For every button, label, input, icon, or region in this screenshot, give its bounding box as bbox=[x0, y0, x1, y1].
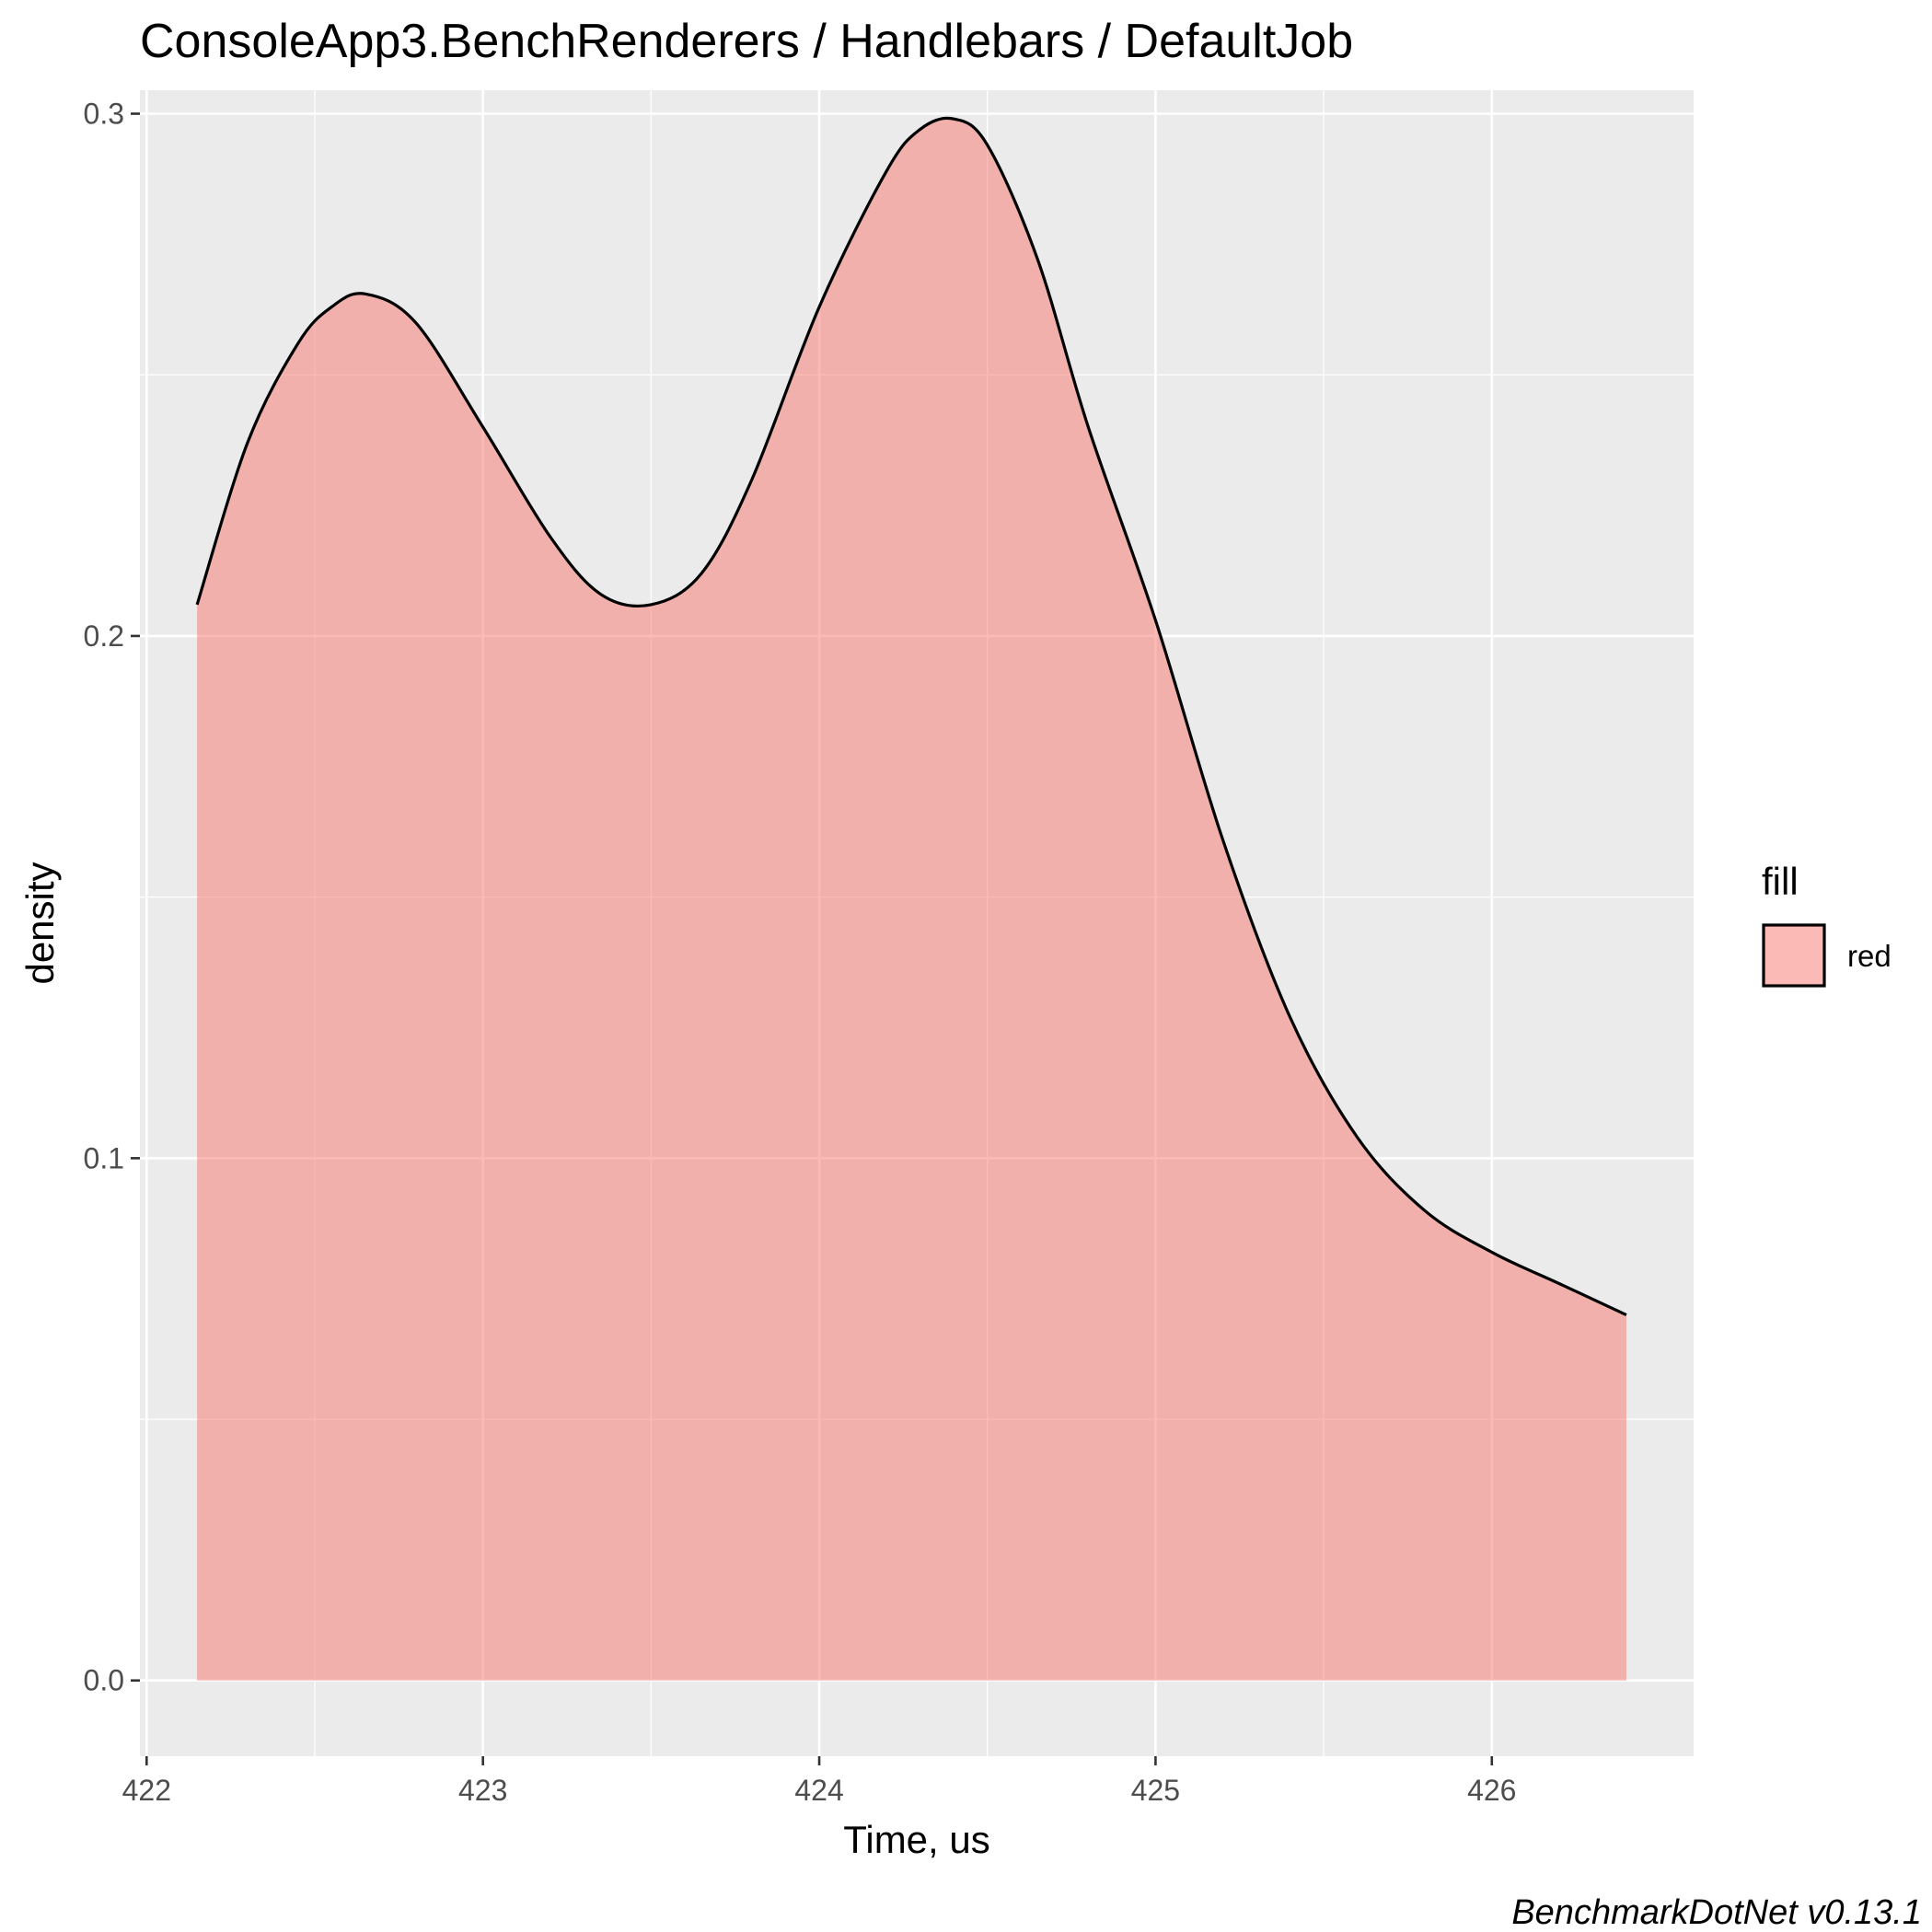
x-tick-label: 422 bbox=[122, 1774, 171, 1807]
chart-title: ConsoleApp3.BenchRenderers / Handlebars … bbox=[140, 15, 1353, 68]
y-tick-label: 0.0 bbox=[84, 1664, 124, 1697]
x-tick-label: 424 bbox=[794, 1774, 843, 1807]
x-axis-label: Time, us bbox=[843, 1818, 989, 1861]
caption: BenchmarkDotNet v0.13.1 bbox=[1511, 1893, 1922, 1932]
legend-key-red bbox=[1762, 923, 1826, 988]
x-tick-label: 423 bbox=[458, 1774, 507, 1807]
density-area bbox=[197, 118, 1626, 1681]
y-axis-ticks: 0.0 0.1 0.2 0.3 bbox=[84, 98, 140, 1697]
x-axis-ticks: 422 423 424 425 426 bbox=[122, 1756, 1516, 1807]
legend-label-red: red bbox=[1847, 939, 1892, 973]
y-tick-label: 0.3 bbox=[84, 98, 124, 131]
legend: fill red bbox=[1762, 860, 1892, 988]
legend-title: fill bbox=[1762, 860, 1799, 903]
y-axis-label: density bbox=[18, 862, 62, 984]
x-tick-label: 425 bbox=[1131, 1774, 1180, 1807]
y-tick-label: 0.1 bbox=[84, 1141, 124, 1174]
density-line bbox=[195, 116, 1627, 1317]
x-tick-label: 426 bbox=[1467, 1774, 1516, 1807]
y-tick-label: 0.2 bbox=[84, 619, 124, 653]
